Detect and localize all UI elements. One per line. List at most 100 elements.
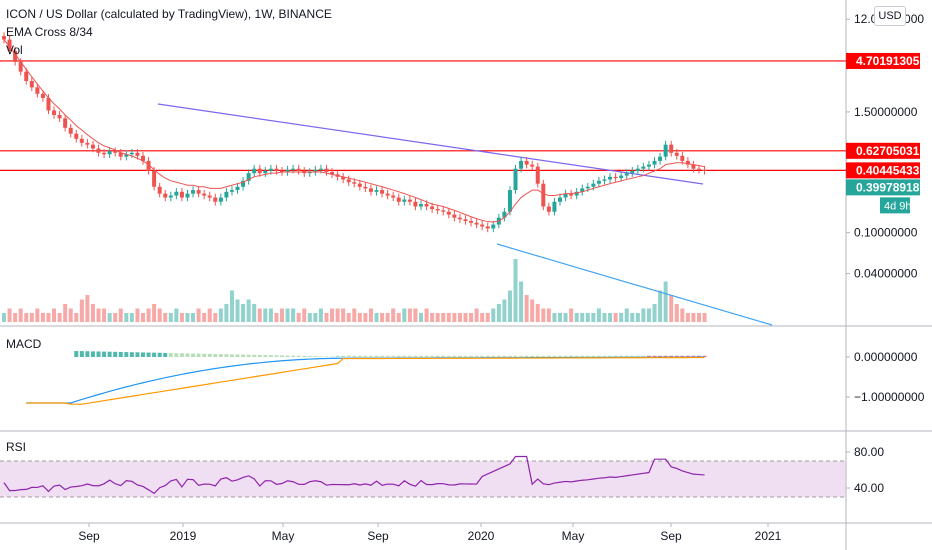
macd-histogram-bar — [268, 355, 273, 357]
volume-bar — [396, 313, 401, 322]
macd-histogram-bar — [396, 355, 401, 357]
candle-body — [574, 191, 579, 196]
volume-bar — [202, 313, 207, 322]
macd-histogram-bar — [129, 352, 134, 357]
macd-histogram-bar — [413, 355, 418, 357]
macd-histogram-bar — [441, 355, 446, 357]
ema-indicator-label[interactable]: EMA Cross 8/34 — [6, 25, 93, 39]
candle-body — [46, 97, 51, 111]
volume-bar — [558, 313, 562, 322]
candle-body — [263, 170, 268, 174]
volume-bar — [118, 308, 123, 322]
macd-tick-label: −1.00000000 — [854, 390, 925, 404]
volume-bar — [374, 313, 379, 322]
price-tag-label: 0.40445433 — [856, 163, 920, 177]
macd-histogram-bar — [580, 355, 585, 357]
macd-histogram-bar — [96, 351, 101, 357]
trend-line-blue — [496, 243, 773, 326]
volume-bar — [363, 313, 368, 322]
candle-body — [274, 168, 279, 171]
candle-body — [685, 160, 690, 165]
volume-bar — [469, 313, 474, 322]
candle-body — [141, 155, 145, 161]
candle-body — [313, 169, 318, 172]
macd-histogram-bar — [90, 351, 95, 357]
macd-histogram-bar — [697, 355, 701, 357]
macd-histogram-bar — [196, 353, 201, 357]
macd-histogram-bar — [185, 353, 190, 357]
candle-body — [435, 209, 440, 211]
volume-bar — [18, 308, 23, 322]
volume-bar — [608, 313, 613, 322]
time-tick-label: 2020 — [468, 529, 495, 543]
rsi-band — [0, 461, 846, 497]
macd-histogram-bar — [491, 355, 496, 357]
candle-body — [546, 206, 551, 212]
candle-body — [118, 152, 123, 157]
volume-bar — [335, 308, 340, 322]
volume-bar — [524, 295, 529, 322]
candle-body — [191, 190, 196, 194]
volume-bar — [652, 304, 657, 322]
macd-histogram-bar — [624, 355, 629, 357]
candle-body — [324, 168, 329, 172]
volume-bar — [141, 313, 145, 322]
macd-signal-line — [26, 356, 705, 405]
time-tick-label: 2019 — [170, 529, 197, 543]
macd-histogram-bar — [352, 355, 357, 357]
volume-bar — [218, 308, 223, 322]
candle-body — [402, 199, 407, 202]
symbol-title[interactable]: ICON / US Dollar (calculated by TradingV… — [6, 7, 332, 21]
rsi-pane-label[interactable]: RSI — [6, 440, 27, 454]
candle-body — [591, 183, 596, 187]
volume-bar — [613, 313, 618, 322]
volume-bar — [252, 304, 257, 322]
candle-body — [79, 138, 84, 143]
candle-body — [35, 87, 40, 94]
macd-histogram-bar — [318, 356, 323, 357]
macd-histogram-bar — [674, 355, 679, 357]
macd-histogram-bar — [291, 355, 296, 357]
time-tick-label: Sep — [660, 529, 682, 543]
time-tick-label: May — [272, 529, 295, 543]
macd-histogram-bar — [302, 355, 307, 357]
volume-bar — [635, 313, 640, 322]
volume-bar — [552, 313, 557, 322]
candle-body — [407, 199, 412, 202]
candle-body — [107, 151, 112, 155]
macd-histogram-bar — [663, 355, 668, 357]
candle-body — [613, 176, 618, 179]
volume-bar — [235, 299, 240, 322]
macd-histogram-bar — [596, 355, 601, 357]
volume-bar — [463, 313, 468, 322]
candle-body — [368, 188, 373, 192]
volume-indicator-label[interactable]: Vol — [6, 43, 23, 57]
volume-bar — [407, 308, 412, 322]
candle-body — [624, 173, 629, 176]
macd-histogram-bar — [118, 351, 123, 357]
macd-histogram-bar — [102, 351, 107, 357]
candle-body — [552, 201, 557, 212]
candle-body — [179, 191, 184, 198]
volume-bar — [29, 313, 34, 322]
macd-histogram-bar — [541, 355, 546, 357]
candle-body — [502, 211, 507, 218]
candle-body — [380, 190, 385, 194]
volume-bar — [24, 313, 29, 322]
currency-button[interactable]: USD — [874, 6, 906, 26]
volume-bar — [68, 308, 73, 322]
macd-histogram-bar — [691, 355, 696, 357]
candle-body — [480, 224, 485, 227]
macd-histogram-bar — [658, 355, 663, 357]
macd-pane-label[interactable]: MACD — [6, 337, 42, 351]
macd-histogram-bar — [313, 356, 318, 357]
time-tick-label: May — [562, 529, 585, 543]
candle-body — [157, 186, 162, 194]
macd-histogram-bar — [602, 355, 607, 357]
volume-bar — [496, 304, 501, 322]
candle-body — [641, 166, 646, 169]
macd-histogram-bar — [274, 355, 279, 357]
macd-histogram-bar — [535, 355, 540, 357]
